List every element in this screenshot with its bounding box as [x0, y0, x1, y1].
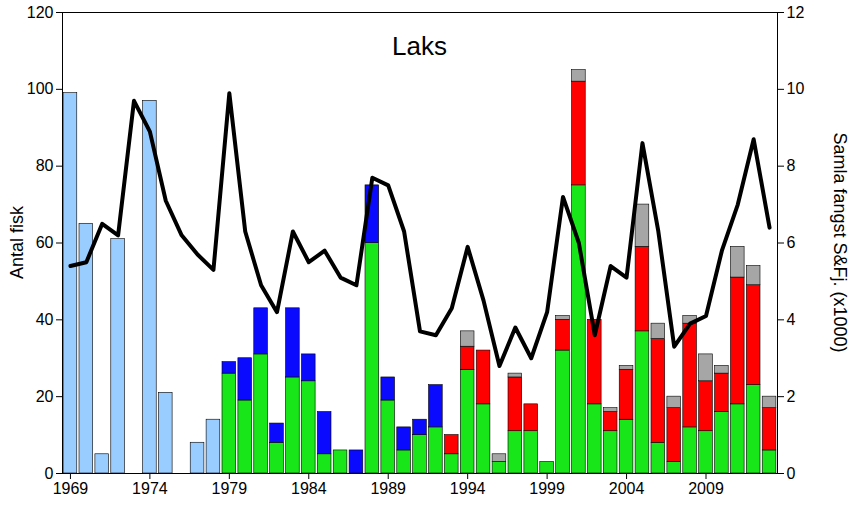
svg-text:80: 80 [36, 157, 54, 174]
svg-text:0: 0 [787, 465, 796, 482]
svg-text:12: 12 [787, 4, 805, 21]
svg-text:8: 8 [787, 157, 796, 174]
svg-text:20: 20 [36, 388, 54, 405]
svg-text:60: 60 [36, 234, 54, 251]
svg-text:1994: 1994 [450, 480, 486, 497]
svg-text:4: 4 [787, 311, 796, 328]
svg-text:40: 40 [36, 311, 54, 328]
svg-text:1969: 1969 [53, 480, 89, 497]
svg-text:2009: 2009 [688, 480, 724, 497]
svg-text:Antal fisk: Antal fisk [7, 205, 27, 279]
svg-text:1984: 1984 [291, 480, 327, 497]
svg-text:10: 10 [787, 80, 805, 97]
svg-text:Laks: Laks [392, 31, 447, 61]
svg-text:2004: 2004 [609, 480, 645, 497]
svg-text:0: 0 [44, 464, 54, 482]
svg-text:120: 120 [27, 4, 54, 21]
svg-text:Samla fangst S&Fj. (x1000): Samla fangst S&Fj. (x1000) [830, 132, 850, 352]
svg-text:1979: 1979 [212, 480, 248, 497]
svg-text:100: 100 [27, 80, 54, 97]
svg-text:6: 6 [787, 234, 796, 251]
svg-text:2: 2 [787, 388, 796, 405]
svg-text:1999: 1999 [529, 480, 565, 497]
svg-text:1989: 1989 [370, 480, 406, 497]
svg-text:1974: 1974 [132, 480, 168, 497]
